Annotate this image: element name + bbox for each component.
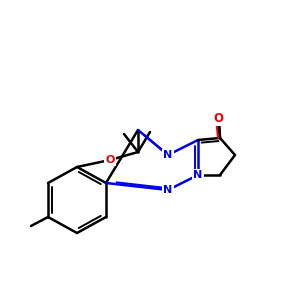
Text: O: O xyxy=(213,112,223,124)
Text: N: N xyxy=(194,170,202,180)
Text: O: O xyxy=(105,155,115,165)
Text: N: N xyxy=(164,185,172,195)
Text: N: N xyxy=(164,150,172,160)
